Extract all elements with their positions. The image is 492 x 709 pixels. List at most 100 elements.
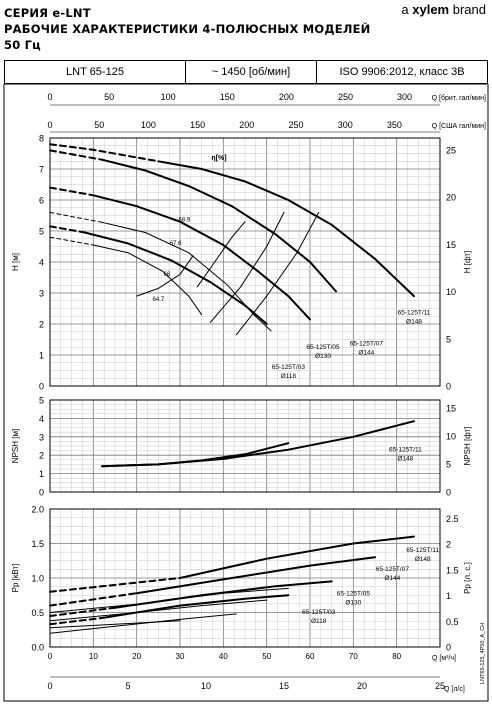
top-axis-imp-label: Q [брит. гал/мин] — [432, 94, 486, 102]
head-curve-dashed — [49, 143, 160, 163]
x-tick-label: 50 — [262, 652, 271, 661]
top-axis-us-tick: 0 — [47, 120, 52, 130]
power-intermediate-curve — [49, 613, 237, 634]
x2-tick-label: 25 — [435, 681, 445, 691]
outer-frame — [3, 83, 489, 702]
head-curve — [92, 194, 311, 321]
x-tick-label: 10 — [89, 652, 98, 661]
x2-tick-label: 0 — [47, 681, 52, 691]
efficiency-value: 67.6 — [170, 241, 182, 247]
x-tick-label: 0 — [48, 652, 53, 661]
head-series-label: Ø148 — [406, 319, 422, 326]
power-series-label: 65-125T/03 — [302, 609, 336, 616]
y-tick-label: 1 — [39, 469, 44, 479]
efficiency-axis-label: η[%] — [211, 155, 226, 162]
head-series-label: 65-125T/05 — [306, 344, 340, 351]
x-tick-label: 30 — [176, 652, 185, 661]
chart-svg: 0 50 100 150 200 250 300 Q [брит. гал/мин]0 50 10… — [3, 83, 489, 702]
series-title: СЕРИЯ e-LNT — [4, 6, 91, 20]
y-tick-label-right: 10 — [446, 431, 456, 441]
power-series-label: Ø148 — [415, 556, 431, 563]
x2-tick-label: 20 — [357, 681, 367, 691]
npsh-axis-label: NPSH [м] — [11, 429, 20, 463]
head-curve-dashed — [49, 225, 86, 234]
y-tick-label: 5 — [39, 227, 44, 237]
x2-tick-label: 5 — [125, 681, 130, 691]
head-series-label: 65-125T/11 — [398, 310, 431, 317]
y-tick-label: 6 — [39, 196, 44, 206]
y-tick-label-right: 1 — [446, 591, 451, 601]
power-curve — [179, 535, 415, 579]
efficiency-curve — [235, 211, 320, 336]
power-axis-label-right: Pp [л. с.] — [463, 562, 472, 594]
y-tick-label: 8 — [39, 134, 44, 144]
npsh-series-label: 65-125T/11 — [389, 447, 422, 454]
y-tick-label-right: 5 — [446, 334, 451, 344]
y-tick-label: 0 — [39, 488, 44, 498]
top-axis-imp-tick: 150 — [220, 92, 235, 102]
top-axis-imp-tick: 50 — [104, 92, 114, 102]
top-axis-imp-tick: 250 — [338, 92, 353, 102]
head-series-label: 65-125T/07 — [350, 341, 384, 348]
y-tick-label-right: 20 — [446, 193, 456, 203]
npsh-axis-label-right: NPSH [фт] — [463, 427, 472, 466]
y-tick-label-right: 2 — [446, 540, 451, 550]
x-tick-label: 60 — [306, 652, 315, 661]
head-series-label: Ø144 — [358, 350, 374, 357]
y-tick-label-right: 0 — [446, 643, 451, 653]
head-curve — [83, 231, 268, 325]
power-curve-dashed — [49, 577, 181, 593]
head-curve — [157, 160, 415, 298]
model-cell: LNT 65-125 — [5, 61, 186, 83]
power-curve-dashed — [49, 606, 116, 617]
power-series-label: 65-125T/05 — [337, 590, 371, 597]
performance-chart: 0 50 100 150 200 250 300 Q [брит. гал/мин] 0 50 10… — [0, 83, 492, 704]
top-axis-imp-tick: 100 — [161, 92, 176, 102]
top-axis-us-tick: 250 — [289, 120, 304, 130]
efficiency-curve — [196, 221, 246, 288]
y-tick-label: 3 — [39, 289, 44, 299]
chart-title: РАБОЧИЕ ХАРАКТЕРИСТИКИ 4-ПОЛЮСНЫХ МОДЕЛЕ… — [4, 22, 371, 36]
head-curve — [101, 158, 337, 293]
y-tick-label: 1.0 — [31, 574, 44, 584]
top-axis-us-tick: 200 — [239, 120, 254, 130]
y-tick-label: 2 — [39, 451, 44, 461]
head-curve-dashed — [49, 149, 103, 161]
efficiency-value: 64.7 — [152, 297, 164, 303]
x2-tick-label: 10 — [201, 681, 211, 691]
head-curve-dashed — [49, 186, 95, 197]
power-curve-dashed — [49, 617, 103, 626]
power-curve — [135, 556, 376, 595]
intermediate-curve — [92, 244, 203, 316]
y-tick-label: 3 — [39, 432, 44, 442]
y-tick-label-right: 15 — [446, 403, 456, 413]
y-tick-label: 4 — [39, 414, 44, 424]
y-tick-label: 0 — [39, 382, 44, 392]
x-tick-label: 40 — [219, 652, 228, 661]
npsh-curve — [101, 420, 415, 468]
y-axis-label: H [м] — [11, 253, 20, 271]
x2-tick-label: 15 — [279, 681, 289, 691]
power-curve — [101, 594, 290, 619]
y-tick-label: 7 — [39, 165, 44, 175]
top-axis-us-tick: 100 — [141, 120, 156, 130]
y-tick-label-right: 25 — [446, 145, 456, 155]
efficiency-curve — [136, 255, 194, 297]
top-axis-imp-tick: 200 — [279, 92, 294, 102]
top-axis-us-tick: 350 — [387, 120, 402, 130]
y-tick-label: 5 — [39, 396, 44, 406]
y-tick-label: 0.0 — [31, 643, 44, 653]
top-axis-us-tick: 50 — [94, 120, 104, 130]
y-tick-label: 1.5 — [31, 539, 44, 549]
power-axis-label: Pp [кВт] — [11, 564, 20, 593]
extension-dashed — [49, 236, 94, 246]
efficiency-value: 66 — [164, 272, 171, 278]
y-tick-label-right: 0 — [446, 382, 451, 392]
y-tick-label-right: 5 — [446, 459, 451, 469]
y-tick-label: 2 — [39, 320, 44, 330]
y-tick-label: 4 — [39, 258, 44, 268]
frequency-title: 50 Гц — [4, 38, 41, 52]
plot-frame — [49, 399, 441, 493]
y-tick-label-right: 1.5 — [446, 565, 459, 575]
intermediate-curve — [101, 221, 272, 332]
